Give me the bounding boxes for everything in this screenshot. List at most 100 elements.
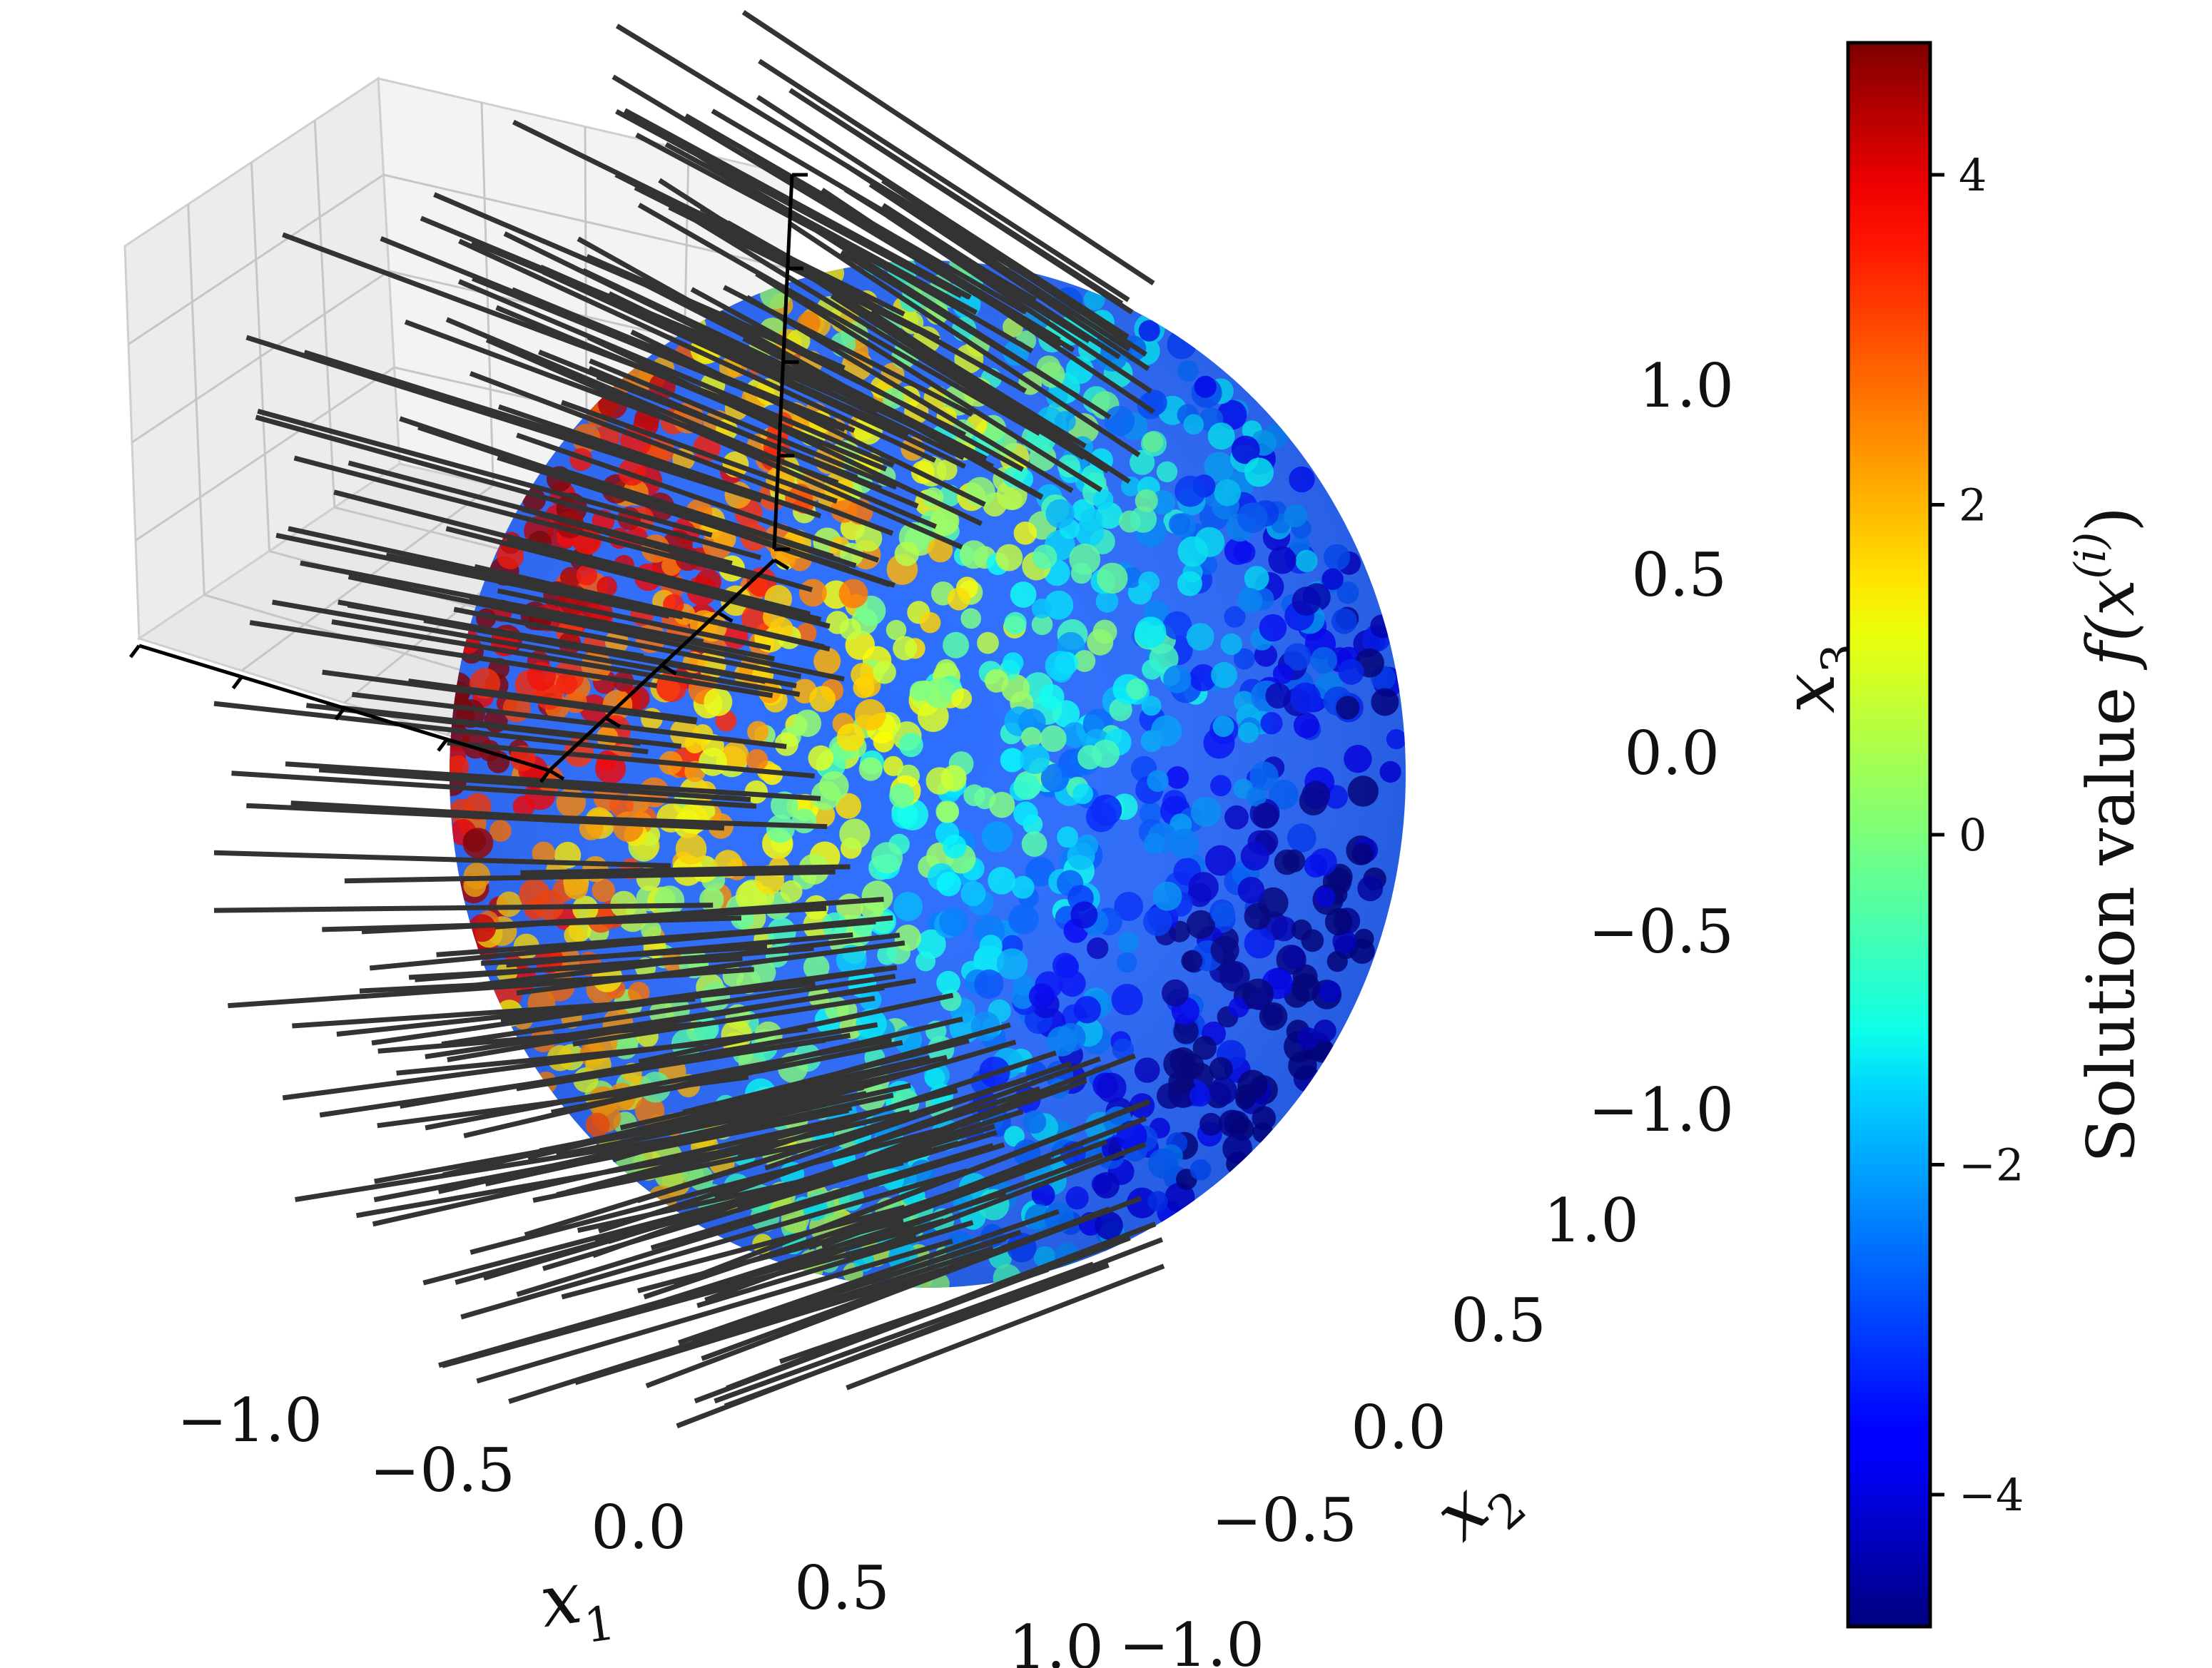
normal-vector [636,1077,1028,1204]
normal-vector [474,564,831,652]
normal-vector [322,669,697,725]
x1-tick-label: 1.0 [1008,1612,1104,1668]
normal-vector [637,203,1041,436]
normal-vector [516,940,905,996]
normal-vector [447,740,815,779]
x2-tick-label: 0.5 [1451,1286,1546,1356]
x2-tick [773,558,790,571]
normal-vectors [213,10,1165,1429]
normal-vector [497,454,850,572]
normal-vector [654,1109,1024,1230]
normal-vector [650,1142,994,1251]
normal-vector [213,850,671,868]
normal-vector [231,771,757,809]
grid-line [131,270,390,444]
normal-vector [318,767,751,803]
normal-vector [351,691,787,749]
normal-vector [630,329,986,507]
normal-vector [331,619,773,698]
normal-vector [692,151,1112,419]
normal-vector [497,588,771,651]
normal-vector [470,1127,940,1255]
x3-tick-label: 0.0 [1624,718,1720,788]
normal-vector [704,1152,1104,1303]
normal-vector [741,10,1155,286]
x1-tick-labels: −1.0 −0.5 0.0 0.5 1.0 [177,1385,1104,1668]
normal-vector [275,532,670,619]
x1-tick [334,707,346,721]
grid-line [135,366,395,541]
normal-vector [673,1099,1151,1287]
x2-tick-label: 1.0 [1543,1186,1639,1256]
x1-axis-title: x1 [535,1552,619,1659]
normal-vector [788,221,1141,457]
normal-vector [821,1139,1107,1249]
grid-line [313,120,336,508]
colorbar-title: Solution value f(x(i)) [2066,507,2149,1163]
normal-vector [460,1168,968,1320]
normal-vector [285,761,821,801]
normal-vector [682,1038,970,1115]
normal-vector [408,955,743,980]
axis-ticks [129,173,808,783]
normal-vector [588,365,919,509]
normal-vector [425,1037,892,1131]
normal-vector [734,323,1044,499]
normal-vector [846,1263,1165,1390]
normal-vector [574,1258,972,1385]
normal-vector [506,932,853,968]
normal-vector [539,264,878,416]
normal-vector [516,1032,851,1092]
x1-tick [539,769,551,783]
colorbar-tick-label: −2 [1959,1139,2024,1191]
normal-vector [586,254,846,371]
normal-vector [347,574,845,682]
x1-tick [437,738,449,752]
normal-vector [485,337,963,550]
normal-vector [476,1239,953,1384]
normal-vector [512,119,905,317]
normal-vector [436,922,846,957]
normal-vector [589,358,898,490]
normal-vector [843,187,1091,343]
normal-vector [719,1236,1007,1333]
x2-tick-labels: −1.0 −0.5 0.0 0.5 1.0 [1119,1186,1639,1668]
colorbar-tick-label: 0 [1959,809,1987,861]
normal-vector [463,1016,963,1139]
normal-vector [868,182,1150,372]
normal-vector [881,178,1147,357]
normal-vector [556,1091,867,1158]
normal-vector [643,1156,1052,1300]
normal-vector [445,317,938,529]
normal-vector [677,1209,1060,1346]
normal-vector [344,869,836,884]
normal-vector [615,109,963,298]
normal-vector [612,1039,1017,1163]
normal-vector [441,1233,917,1368]
normal-vector [425,985,885,1059]
colorbar-tick-label: −4 [1959,1469,2024,1521]
normal-vector [869,310,1131,484]
normal-vector [441,973,896,1047]
x1-tick-label: −0.5 [370,1435,515,1505]
colorbar-gradient [1846,41,1932,1629]
x3-tick-label: 1.0 [1638,351,1734,421]
colorbar-ticks: 4 2 0 −2 −4 [1930,149,2024,1521]
normal-vector [347,460,733,566]
x3-tick-label: 0.5 [1631,540,1727,610]
normal-vector [338,599,797,688]
x2-tick [716,611,734,623]
x1-tick [129,644,141,658]
normal-vector [458,238,937,463]
normal-vector [325,703,682,749]
x1-tick [231,676,243,690]
normal-vector [696,1220,974,1308]
normal-vector [457,279,895,468]
normal-vector [396,1041,704,1076]
normal-vector [557,467,834,559]
x2-tick-label: −0.5 [1212,1485,1357,1555]
normal-vector [213,902,714,913]
x2-tick [548,768,565,781]
normal-vector [572,995,876,1047]
normal-vector [723,285,973,417]
